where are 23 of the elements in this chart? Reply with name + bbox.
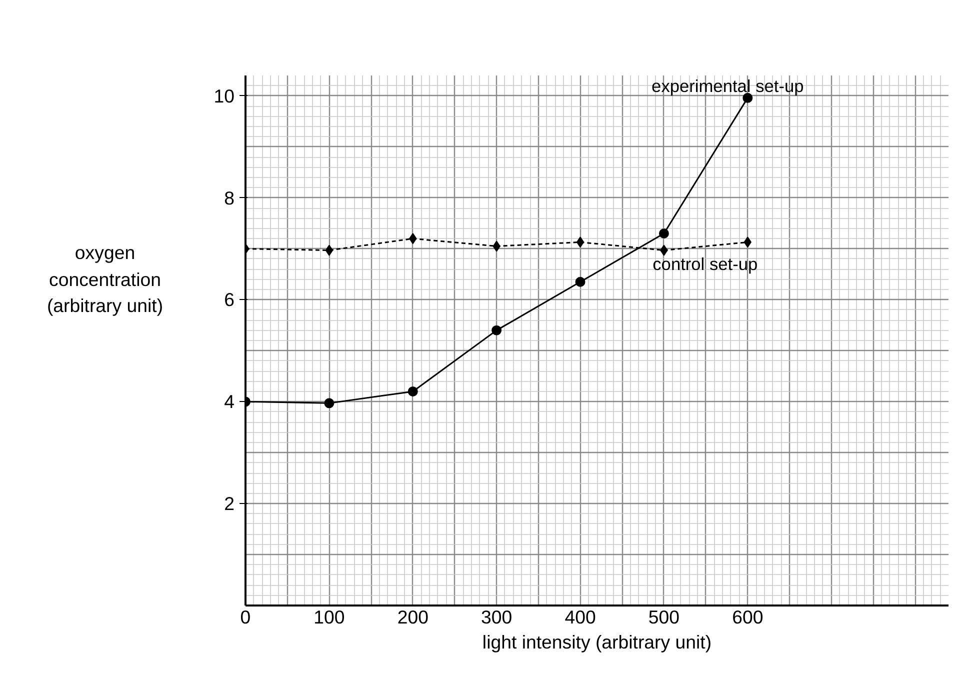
point	[575, 276, 586, 287]
point	[658, 228, 669, 238]
point	[324, 398, 334, 408]
point	[576, 236, 584, 248]
x-tick-label: 600	[732, 606, 764, 628]
point	[492, 325, 502, 336]
series-label: control set-up	[652, 254, 758, 274]
x-tick-label: 400	[564, 606, 596, 628]
point	[325, 244, 334, 256]
y-tick-label: 4	[224, 391, 235, 412]
x-axis-title: light intensity (arbitrary unit)	[482, 632, 712, 652]
y-tick-label: 8	[224, 187, 235, 208]
x-tick-label: 500	[648, 606, 680, 628]
x-tick-label: 0	[240, 606, 251, 628]
y-tick-label: 2	[224, 493, 235, 514]
x-tick-label: 200	[397, 606, 428, 628]
point	[408, 386, 418, 396]
y-tick-label: 6	[224, 289, 235, 310]
y-tick-label: 10	[214, 85, 235, 106]
x-tick-label: 300	[481, 606, 512, 628]
series-label: experimental set-up	[652, 76, 804, 96]
x-tick-label: 100	[314, 606, 345, 628]
y-axis-title: oxygen concentration (arbitrary unit)	[46, 241, 164, 318]
